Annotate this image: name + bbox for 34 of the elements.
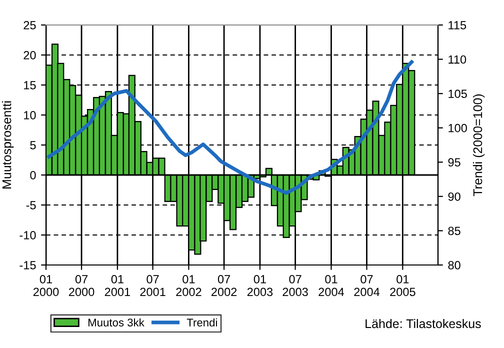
y2-tick-label: 85 xyxy=(448,226,460,236)
y2-tick-label: 90 xyxy=(448,192,460,201)
legend-label: Muutos 3kk xyxy=(88,318,144,326)
y-tick-label: -15 xyxy=(20,261,36,270)
y2-tick-label: 105 xyxy=(448,90,467,98)
text: Lähde: Tilastokeskus xyxy=(366,318,481,328)
y-tick-label: -5 xyxy=(26,201,36,210)
x-tick-label: 07 2004 xyxy=(354,275,380,296)
x-tick-label: 01 2000 xyxy=(33,275,59,296)
y2-tick-label: 110 xyxy=(448,55,466,64)
y2-tick-label: 80 xyxy=(448,261,460,270)
y2-tick-label: 95 xyxy=(448,158,460,167)
y-tick-label: 20 xyxy=(24,51,36,60)
legend-label: Trendi xyxy=(186,318,217,326)
x-tick-label: 01 2002 xyxy=(176,275,202,296)
y-tick-label: -10 xyxy=(20,231,36,240)
y2-tick-label: 100 xyxy=(448,124,467,132)
x-tick-label: 07 2003 xyxy=(282,275,308,296)
x-tick-label: 07 2001 xyxy=(140,275,166,296)
line-series xyxy=(47,60,414,195)
y-tick-label: 5 xyxy=(30,141,36,150)
y-tick-label: 0 xyxy=(30,171,36,180)
y2-axis-title: Trendi (2000=100) xyxy=(472,94,485,196)
x-tick-label: 01 2004 xyxy=(318,275,344,296)
x-tick-label: 01 2001 xyxy=(104,275,130,296)
x-tick-label: 07 2002 xyxy=(212,275,237,296)
x-tick-label: 07 2000 xyxy=(68,275,94,296)
y-tick-label: 10 xyxy=(24,111,36,120)
y2-tick-label: 115 xyxy=(448,21,466,30)
x-tick-label: 01 2005 xyxy=(390,275,416,296)
y-axis-title: Muutosprosentti xyxy=(2,101,14,188)
y-tick-label: 25 xyxy=(24,21,36,30)
y-tick-label: 15 xyxy=(24,81,36,90)
x-tick-label: 01 2003 xyxy=(247,275,273,296)
